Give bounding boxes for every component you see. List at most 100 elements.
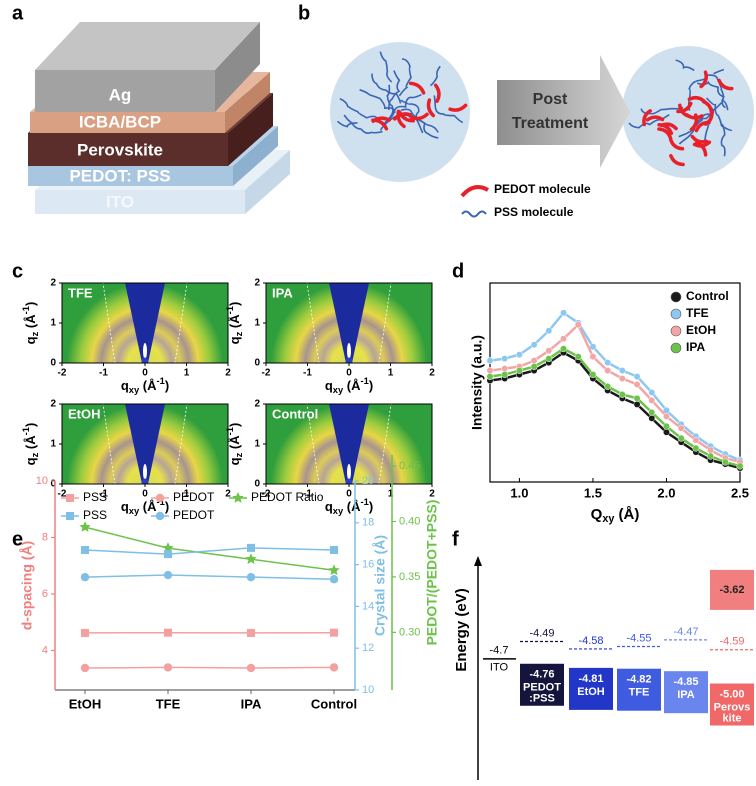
pss-molecule	[388, 70, 401, 111]
y-axis-label-part: )	[227, 423, 242, 427]
data-point	[618, 367, 626, 375]
beam-spot	[345, 357, 353, 363]
beam-spot	[141, 478, 149, 484]
y-tick-label: 14	[362, 600, 374, 612]
legend-marker	[670, 291, 682, 303]
level-label: -4.59	[719, 636, 744, 648]
pss-molecule	[675, 59, 695, 72]
x-tick-label: -1	[99, 368, 108, 379]
x-axis-label-part: -1	[157, 376, 165, 386]
layer-side	[225, 72, 270, 133]
level-label: -4.85	[673, 676, 698, 688]
y-tick-label: 1	[254, 439, 260, 450]
data-point	[618, 375, 626, 382]
x-tick-label: 2	[429, 368, 435, 379]
level-label: -4.7	[490, 645, 509, 657]
data-point	[736, 462, 744, 470]
category-label: TFE	[629, 687, 650, 699]
x-axis-label: Qxy (Å)	[591, 506, 640, 525]
y-tick-label: 0	[254, 479, 260, 490]
data-point	[530, 363, 538, 371]
x-tick-label: Control	[311, 696, 357, 711]
data-point	[515, 351, 523, 359]
legend-marker	[155, 493, 165, 503]
scan-line	[174, 404, 188, 484]
y-axis-label-part: z	[234, 452, 244, 457]
x-axis-label-part: )	[165, 499, 169, 514]
data-point	[633, 381, 641, 388]
data-point	[589, 353, 597, 361]
y-tick-label: 0	[50, 479, 56, 490]
y-axis-label: qz (Å-1)	[225, 423, 244, 466]
energy-box	[710, 569, 754, 610]
legend-pss	[461, 210, 487, 218]
x-axis-label-part: q	[325, 499, 333, 514]
data-point	[247, 543, 255, 552]
y-tick-label: 2	[254, 399, 260, 410]
data-point	[163, 570, 173, 580]
x-tick-label: 2.5	[731, 485, 749, 500]
x-axis-label-part: )	[369, 378, 373, 393]
data-point	[574, 353, 582, 361]
panel-label: c	[12, 260, 23, 282]
missing-wedge	[125, 283, 165, 363]
x-axis-label-part: q	[121, 378, 129, 393]
scan-line	[102, 404, 116, 484]
x-axis-label: qxy (Å-1)	[121, 497, 169, 516]
scan-line	[306, 404, 320, 484]
pss-molecule	[687, 77, 709, 111]
data-point	[164, 628, 172, 637]
energy-box	[664, 671, 708, 714]
data-point	[245, 553, 257, 565]
y-axis-label-part: )	[23, 302, 38, 306]
x-tick-label: 1.5	[584, 485, 602, 500]
pedot-molecule	[448, 103, 468, 112]
y-axis-label: Intensity (a.u.)	[469, 335, 485, 430]
y-axis-label: d-spacing (Å)	[19, 541, 35, 630]
pedot-molecule	[717, 78, 734, 91]
x-tick-label: 2	[225, 368, 231, 379]
pedot-molecule	[371, 118, 389, 131]
y-axis-label-part: (Å	[23, 314, 38, 332]
level-label: -4.81	[578, 673, 603, 685]
x-tick-label: EtOH	[69, 696, 102, 711]
missing-wedge	[329, 404, 369, 484]
beam-spot	[345, 478, 353, 484]
data-point	[707, 452, 715, 460]
category-label: :PSS	[529, 693, 555, 705]
level-label: -4.58	[578, 635, 603, 647]
y-axis-label: qz (Å-1)	[225, 302, 244, 345]
x-tick-label: 1	[388, 368, 394, 379]
data-point	[81, 628, 89, 637]
pedot-molecule	[408, 81, 426, 95]
layer-label: Ag	[109, 85, 132, 104]
pss-molecule	[713, 68, 725, 75]
y-axis-label: qz (Å-1)	[21, 302, 40, 345]
series-line	[84, 666, 335, 669]
scan-line	[378, 283, 392, 363]
x-axis-label-part: Q	[591, 506, 603, 523]
y-axis-label: qz (Å-1)	[21, 423, 40, 466]
arrow	[497, 55, 630, 168]
pss-molecule	[339, 98, 379, 120]
category-label: Perovs	[714, 701, 751, 713]
data-point	[501, 355, 509, 363]
energy-box	[569, 667, 613, 710]
x-axis-label-part: q	[121, 499, 129, 514]
data-point	[515, 367, 523, 375]
beam-stop	[347, 343, 351, 359]
x-tick-label: 1	[388, 489, 394, 500]
x-axis-label-part: (Å	[139, 378, 157, 393]
data-point	[80, 663, 90, 673]
data-point	[247, 628, 255, 637]
data-point	[163, 663, 173, 672]
category-label: EtOH	[577, 686, 605, 698]
data-point	[574, 321, 582, 329]
data-point	[329, 575, 339, 584]
layer-label: PEDOT: PSS	[69, 166, 170, 185]
x-tick-label: 1	[184, 368, 190, 379]
y-tick-label: 0.30	[399, 626, 420, 638]
y-axis-label-part: (Å	[227, 435, 242, 453]
x-axis-label: qxy (Å-1)	[325, 376, 373, 395]
